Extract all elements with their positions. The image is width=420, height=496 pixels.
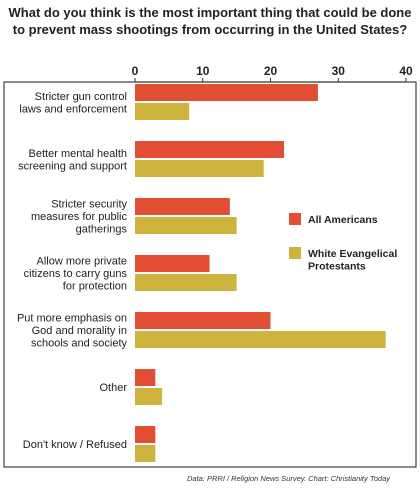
legend-label-0-line-0: All Americans	[308, 214, 378, 226]
category-label-4-line-2: schools and society	[31, 338, 127, 350]
bar-all-americans-0	[135, 84, 318, 101]
category-label-2-line-0: Stricter security	[51, 199, 127, 211]
bar-white-evangelical-6	[135, 445, 156, 462]
category-label-1-line-1: screening and support	[18, 160, 127, 172]
x-tick-label-0: 0	[132, 64, 139, 78]
chart-title-line-2: to prevent mass shootings from occurring…	[12, 22, 408, 37]
category-label-6-line-0: Don't know / Refused	[23, 439, 127, 451]
category-label-2-line-2: gatherings	[76, 224, 128, 236]
bar-all-americans-5	[135, 369, 156, 386]
bar-white-evangelical-5	[135, 388, 163, 405]
chart-title-line-1: What do you think is the most important …	[8, 5, 412, 20]
category-label-3-line-2: for protection	[63, 281, 127, 293]
category-label-3-line-0: Allow more private	[37, 256, 127, 268]
category-label-2-line-1: measures for public	[31, 211, 127, 223]
source-note: Data: PRRI / Religion News Survey. Chart…	[187, 474, 390, 483]
legend-label-1-line-1: Protestants	[308, 261, 366, 273]
x-tick-label-1: 10	[196, 64, 210, 78]
bar-white-evangelical-4	[135, 331, 386, 348]
chart-title: What do you think is the most important …	[0, 4, 420, 38]
bar-white-evangelical-1	[135, 160, 264, 177]
x-tick-label-3: 30	[332, 64, 346, 78]
bar-white-evangelical-3	[135, 274, 237, 291]
bar-white-evangelical-2	[135, 217, 237, 234]
category-label-3-line-1: citizens to carry guns	[24, 268, 128, 280]
x-tick-label-4: 40	[399, 64, 413, 78]
bar-all-americans-6	[135, 426, 156, 443]
bar-all-americans-3	[135, 255, 210, 272]
category-label-4-line-1: God and morality in	[32, 325, 127, 337]
category-label-0-line-0: Stricter gun control	[35, 91, 127, 103]
legend-swatch-0	[289, 213, 301, 225]
legend-label-1-line-0: White Evangelical	[308, 248, 397, 260]
category-label-4-line-0: Put more emphasis on	[17, 313, 127, 325]
legend-swatch-1	[289, 247, 301, 259]
x-tick-label-2: 20	[264, 64, 278, 78]
bar-all-americans-1	[135, 141, 285, 158]
category-label-5-line-0: Other	[99, 382, 127, 394]
category-label-1-line-0: Better mental health	[29, 148, 127, 160]
bar-all-americans-2	[135, 198, 230, 215]
category-label-0-line-1: laws and enforcement	[19, 103, 127, 115]
bar-white-evangelical-0	[135, 103, 190, 120]
bar-all-americans-4	[135, 312, 271, 329]
